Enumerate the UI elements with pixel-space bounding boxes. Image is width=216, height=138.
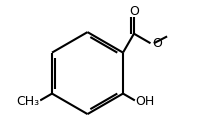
- Text: CH₃: CH₃: [16, 95, 40, 108]
- Text: OH: OH: [135, 95, 155, 108]
- Text: O: O: [152, 37, 162, 50]
- Text: O: O: [129, 5, 139, 18]
